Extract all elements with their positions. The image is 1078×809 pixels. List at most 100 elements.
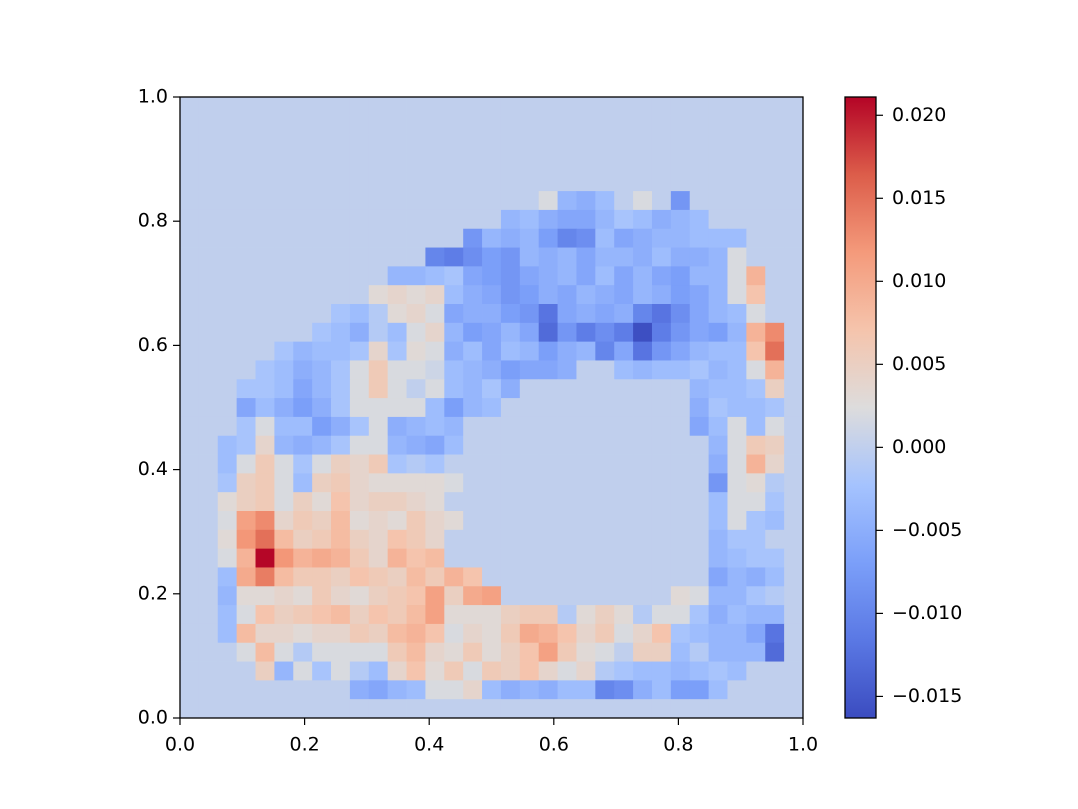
heatmap-cell — [538, 511, 558, 531]
heatmap-cell — [312, 172, 332, 192]
heatmap-cell — [274, 285, 294, 305]
heatmap-cell — [746, 416, 766, 437]
heatmap-cell — [312, 454, 332, 474]
heatmap-cell — [444, 209, 464, 230]
heatmap-cell — [368, 285, 389, 305]
heatmap-cell — [576, 228, 596, 248]
heatmap-cell — [482, 97, 502, 117]
heatmap-cell — [595, 191, 615, 211]
heatmap-cell — [689, 699, 710, 719]
heatmap-cell — [463, 642, 483, 662]
heatmap-cell — [784, 360, 804, 380]
heatmap-cell — [614, 247, 634, 267]
heatmap-cell — [349, 661, 370, 681]
heatmap-cell — [293, 473, 313, 493]
heatmap-cell — [746, 266, 766, 286]
heatmap-cell — [198, 209, 219, 230]
heatmap-cell — [293, 341, 313, 361]
heatmap-cell — [557, 247, 577, 267]
heatmap-cell — [331, 416, 351, 437]
heatmap-cell — [482, 661, 502, 681]
heatmap-cell — [784, 567, 804, 587]
heatmap-cell — [708, 661, 728, 681]
heatmap-cell — [217, 97, 238, 117]
heatmap-cell — [463, 605, 483, 625]
heatmap-cell — [198, 492, 219, 512]
heatmap-cell — [236, 454, 256, 474]
heatmap-cell — [293, 623, 313, 644]
heatmap-cell — [274, 435, 294, 455]
heatmap-cell — [538, 642, 558, 662]
heatmap-cell — [538, 567, 558, 587]
heatmap-cell — [293, 209, 313, 230]
heatmap-cell — [293, 680, 313, 700]
heatmap-cell — [198, 115, 219, 136]
heatmap-cell — [331, 586, 351, 606]
heatmap-cell — [217, 322, 238, 343]
heatmap-cell — [765, 134, 785, 154]
heatmap-cell — [670, 191, 691, 211]
heatmap-cell — [614, 209, 634, 230]
heatmap-cell — [689, 228, 710, 248]
heatmap-cell — [784, 454, 804, 474]
heatmap-cell — [198, 304, 219, 324]
heatmap-cell — [463, 492, 483, 512]
heatmap-cell — [670, 586, 691, 606]
heatmap-cell — [349, 172, 370, 192]
heatmap-cell — [614, 661, 634, 681]
heatmap-cell — [274, 398, 294, 418]
heatmap-cell — [538, 605, 558, 625]
heatmap-cell — [727, 153, 747, 173]
heatmap-cell — [746, 360, 766, 380]
heatmap-cell — [387, 605, 407, 625]
heatmap-cell — [217, 191, 238, 211]
heatmap-cell — [614, 623, 634, 644]
heatmap-cell — [387, 511, 407, 531]
heatmap-cell — [784, 115, 804, 136]
heatmap-cell — [576, 416, 596, 437]
heatmap-cell — [633, 134, 653, 154]
heatmap-cell — [217, 680, 238, 700]
heatmap-cell — [482, 153, 502, 173]
heatmap-cell — [255, 435, 275, 455]
heatmap-cell — [519, 623, 540, 644]
heatmap-cell — [217, 435, 238, 455]
heatmap-cell — [236, 134, 256, 154]
heatmap-cell — [198, 360, 219, 380]
heatmap-cell — [406, 97, 426, 117]
heatmap-cell — [312, 266, 332, 286]
heatmap-cell — [595, 623, 615, 644]
heatmap-cell — [444, 454, 464, 474]
heatmap-cell — [406, 228, 426, 248]
heatmap-cell — [236, 209, 256, 230]
heatmap-cell — [180, 97, 200, 117]
heatmap-cell — [727, 209, 747, 230]
heatmap-cell — [217, 511, 238, 531]
heatmap-cell — [387, 285, 407, 305]
heatmap-cell — [670, 492, 691, 512]
heatmap-cell — [670, 454, 691, 474]
heatmap-cell — [331, 360, 351, 380]
heatmap-cell — [595, 511, 615, 531]
heatmap-cell — [557, 548, 577, 568]
heatmap-cell — [180, 529, 200, 550]
heatmap-cell — [444, 680, 464, 700]
heatmap-cell — [217, 661, 238, 681]
heatmap-cell — [538, 398, 558, 418]
heatmap-cell — [557, 134, 577, 154]
heatmap-cell — [217, 360, 238, 380]
heatmap-cell — [236, 473, 256, 493]
x-tick-label: 0.8 — [663, 734, 693, 756]
heatmap-cell — [406, 360, 426, 380]
heatmap-cell — [293, 247, 313, 267]
x-tick-label: 0.0 — [165, 734, 195, 756]
heatmap-cell — [519, 398, 540, 418]
heatmap-cell — [331, 699, 351, 719]
heatmap-cell — [236, 529, 256, 550]
heatmap-cell — [500, 548, 521, 568]
heatmap-cell — [482, 115, 502, 136]
heatmap-cell — [255, 492, 275, 512]
heatmap-cell — [198, 416, 219, 437]
heatmap-cell — [482, 304, 502, 324]
heatmap-cell — [217, 454, 238, 474]
